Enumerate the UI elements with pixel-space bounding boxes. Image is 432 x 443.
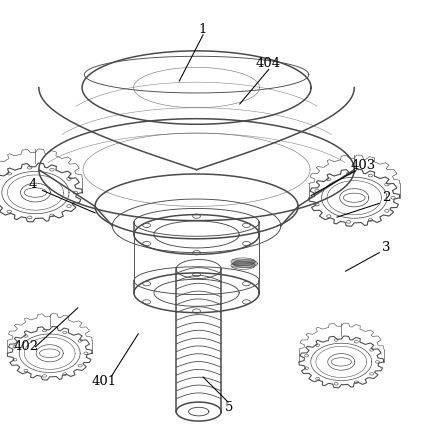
Text: 1: 1 xyxy=(199,23,207,36)
Text: 401: 401 xyxy=(91,375,116,388)
Text: 403: 403 xyxy=(350,159,375,172)
Text: 3: 3 xyxy=(382,241,391,254)
Text: 402: 402 xyxy=(13,340,38,353)
Text: 2: 2 xyxy=(382,191,391,204)
Text: 5: 5 xyxy=(225,401,233,414)
Text: 4: 4 xyxy=(28,178,37,191)
Text: 404: 404 xyxy=(255,57,280,70)
